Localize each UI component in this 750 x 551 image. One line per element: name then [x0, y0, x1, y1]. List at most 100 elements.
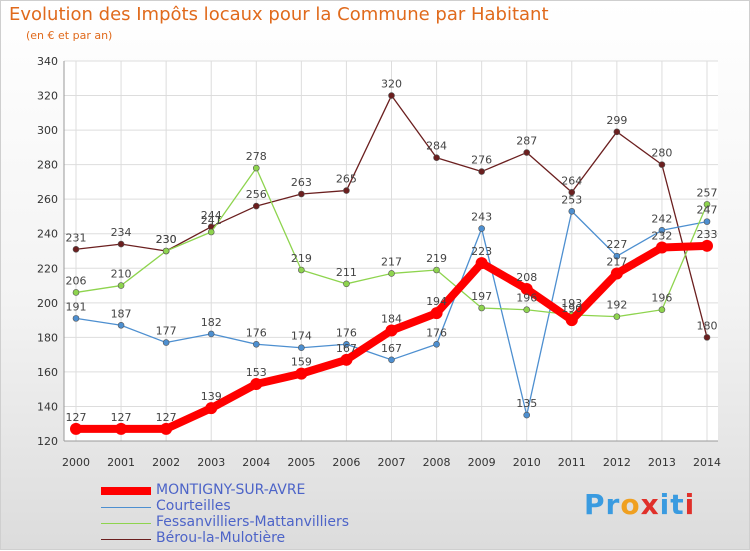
legend-swatch	[101, 487, 151, 495]
logo-letter: x	[640, 488, 660, 521]
data-point	[703, 334, 711, 341]
data-point	[205, 402, 218, 415]
data-label: 242	[651, 212, 672, 225]
logo-letter: i	[684, 488, 696, 521]
data-label: 287	[516, 135, 537, 148]
data-label: 232	[651, 230, 672, 243]
legend-swatch	[101, 507, 151, 508]
x-tick-label: 2008	[423, 456, 451, 469]
data-point	[613, 313, 621, 320]
data-point	[430, 307, 443, 320]
y-tick-label: 320	[37, 90, 58, 103]
x-tick-label: 2004	[242, 456, 270, 469]
x-tick-label: 2000	[62, 456, 90, 469]
data-label: 182	[201, 316, 222, 329]
data-label: 190	[561, 302, 582, 315]
data-label: 206	[66, 274, 87, 287]
data-label: 320	[381, 78, 402, 91]
chart-subtitle: (en € et par an)	[26, 29, 113, 42]
data-point	[340, 353, 353, 366]
data-point	[117, 282, 125, 289]
y-tick-label: 140	[37, 400, 58, 413]
data-label: 153	[246, 366, 267, 379]
data-label: 197	[471, 290, 492, 303]
data-label: 244	[201, 209, 222, 222]
data-point	[433, 154, 440, 162]
x-tick-label: 2006	[332, 456, 360, 469]
data-point	[658, 306, 666, 314]
data-label: 194	[426, 295, 447, 308]
data-point	[658, 161, 666, 168]
data-label: 278	[246, 150, 267, 163]
data-point	[117, 321, 125, 329]
x-tick-label: 2002	[152, 456, 180, 469]
data-label: 253	[561, 193, 582, 206]
data-label: 243	[471, 211, 492, 224]
data-point	[70, 422, 82, 435]
chart-title: Evolution des Impôts locaux pour la Comm…	[9, 4, 549, 25]
proxiti-logo: Proxiti	[584, 488, 695, 521]
data-point	[568, 188, 576, 196]
x-tick-label: 2005	[287, 456, 315, 469]
legend-label: Bérou-la-Mulotière	[156, 530, 286, 546]
data-label: 257	[697, 186, 718, 199]
data-point	[610, 267, 623, 280]
data-point	[478, 168, 485, 175]
data-label: 299	[606, 114, 627, 127]
x-tick-label: 2011	[558, 456, 586, 469]
data-label: 217	[381, 255, 402, 268]
data-point	[523, 411, 531, 419]
data-label: 247	[697, 204, 718, 217]
data-point	[658, 226, 666, 234]
y-tick-label: 300	[37, 124, 58, 137]
data-point	[613, 252, 621, 260]
logo-letter: r	[605, 488, 621, 521]
data-point	[523, 306, 531, 314]
data-point	[655, 241, 668, 254]
y-tick-label: 240	[37, 228, 58, 241]
data-label: 176	[246, 326, 267, 339]
data-label: 210	[111, 268, 132, 281]
logo-letter: P	[584, 488, 606, 521]
x-tick-label: 2009	[468, 456, 496, 469]
data-point	[433, 340, 440, 348]
y-tick-label: 220	[37, 262, 58, 275]
data-point	[252, 164, 260, 172]
data-label: 135	[516, 397, 537, 410]
data-point	[388, 92, 395, 99]
legend-swatch	[101, 523, 151, 524]
logo-letter: i	[659, 488, 671, 521]
x-tick-label: 2012	[603, 456, 631, 469]
x-tick-label: 2003	[197, 456, 225, 469]
logo-letter: t	[670, 488, 685, 521]
data-point	[250, 378, 263, 390]
data-point	[478, 304, 485, 312]
data-label: 184	[381, 312, 402, 325]
data-point	[162, 339, 170, 346]
y-tick-label: 340	[37, 55, 58, 68]
legend-label: Courteilles	[156, 498, 231, 514]
data-point	[252, 202, 260, 210]
data-label: 241	[201, 214, 222, 227]
data-point	[565, 314, 578, 327]
legend-swatch	[101, 539, 151, 540]
data-label: 217	[606, 255, 627, 268]
data-label: 174	[291, 330, 312, 343]
data-point	[295, 367, 308, 380]
logo-letter: o	[620, 488, 641, 521]
x-tick-label: 2010	[513, 456, 541, 469]
data-point	[298, 266, 305, 274]
data-point	[298, 190, 305, 198]
y-tick-label: 160	[37, 366, 58, 379]
data-point	[343, 280, 350, 288]
data-point	[433, 266, 440, 274]
data-point	[388, 270, 395, 277]
data-label: 167	[336, 342, 357, 355]
data-label: 193	[561, 297, 582, 310]
x-tick-label: 2001	[107, 456, 135, 469]
data-label: 196	[651, 292, 672, 305]
data-label: 265	[336, 173, 357, 186]
y-tick-label: 200	[37, 297, 58, 310]
legend-label: Fessanvilliers-Mattanvilliers	[156, 514, 350, 530]
